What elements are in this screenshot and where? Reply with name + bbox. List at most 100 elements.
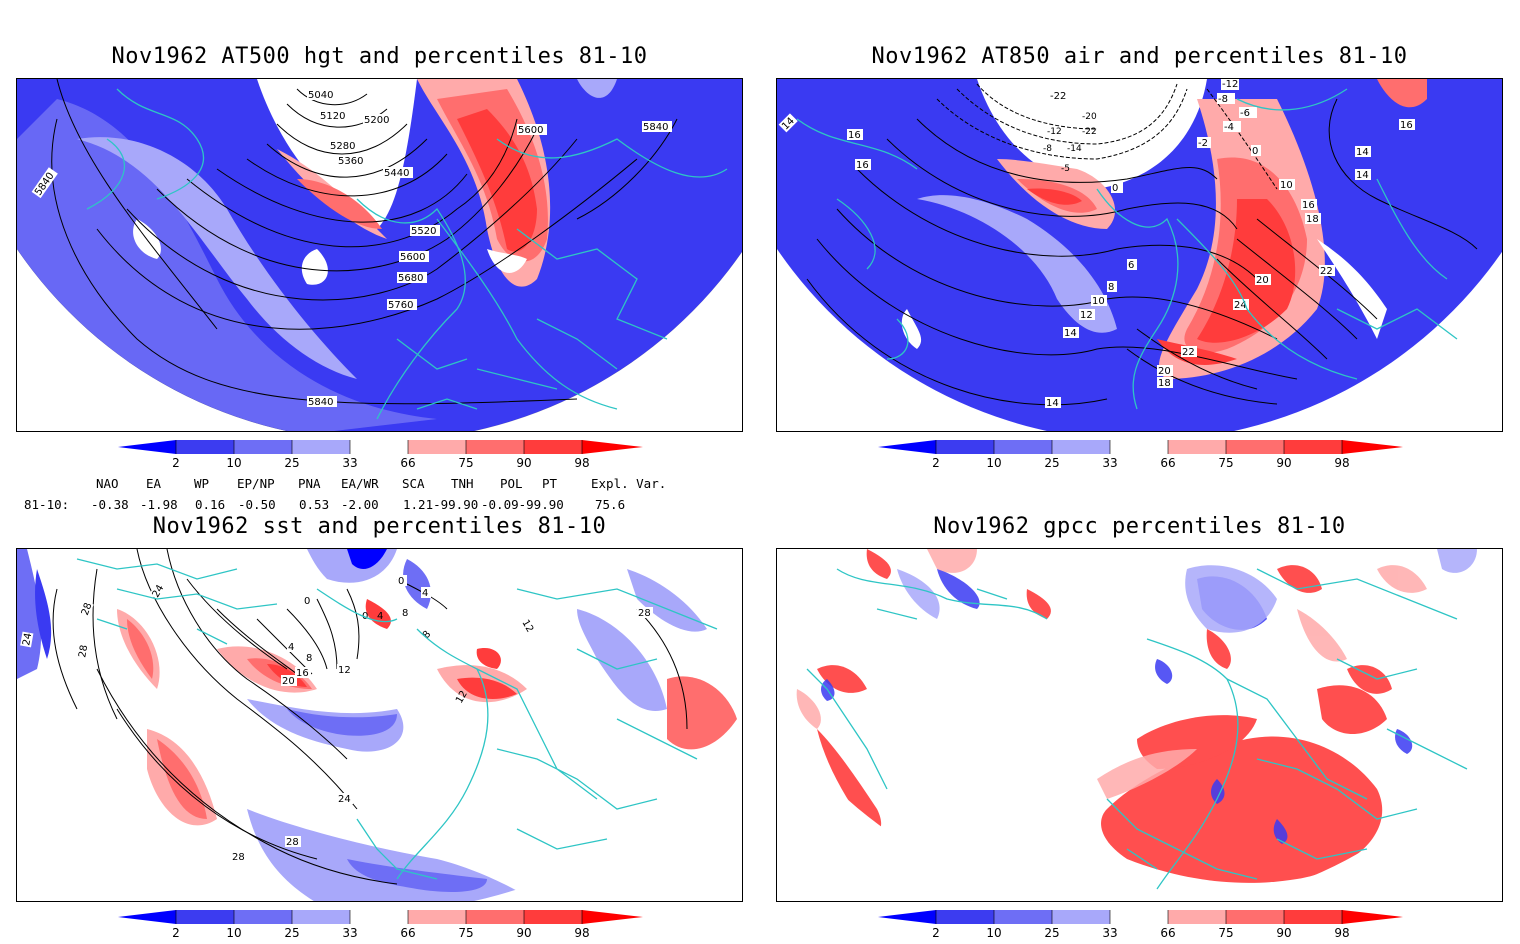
- svg-text:5840: 5840: [308, 397, 333, 408]
- svg-text:-4: -4: [1224, 122, 1234, 133]
- index-value-epnp: -0.50: [238, 497, 276, 512]
- colorbar-tick: 75: [1218, 926, 1233, 940]
- colorbar-tick: 90: [516, 926, 531, 940]
- index-header-eawr: EA/WR: [341, 476, 379, 491]
- svg-text:16: 16: [1400, 120, 1413, 131]
- colorbar-tick: 66: [400, 926, 415, 940]
- svg-text:28: 28: [638, 608, 651, 619]
- svg-text:-5: -5: [1061, 164, 1070, 174]
- colorbar-swatches: 2 10 25 33 66 75 90 98: [878, 440, 1403, 470]
- index-value-nao: -0.38: [91, 497, 129, 512]
- svg-text:16: 16: [848, 130, 861, 141]
- svg-text:6: 6: [1128, 260, 1134, 271]
- index-header-nao: NAO: [96, 476, 119, 491]
- svg-text:4: 4: [377, 611, 383, 622]
- svg-text:5760: 5760: [388, 300, 413, 311]
- svg-text:28: 28: [80, 601, 95, 617]
- svg-text:0: 0: [398, 576, 404, 587]
- svg-text:5280: 5280: [330, 141, 355, 152]
- colorbar-swatches: 2 10 25 33 66 75 90 98: [878, 910, 1403, 940]
- svg-text:5360: 5360: [338, 156, 363, 167]
- colorbar-swatches: 2 10 25 33 66 75 90 98: [118, 440, 643, 470]
- index-value-sca-tnh: 1.21-99.90: [403, 497, 479, 512]
- colorbar-tick: 98: [1334, 456, 1349, 470]
- svg-text:-8: -8: [1218, 94, 1228, 105]
- teleconnection-indices: NAO EA WP EP/NP PNA EA/WR SCA TNH POL PT…: [0, 474, 760, 514]
- colorbar-tick: 2: [932, 926, 940, 940]
- svg-text:10: 10: [1092, 296, 1105, 307]
- colorbar-tick: 33: [1102, 456, 1117, 470]
- svg-text:14: 14: [1064, 328, 1077, 339]
- colorbar-tick: 10: [986, 926, 1001, 940]
- colorbar-top-left: 2 10 25 33 66 75 90 98: [118, 440, 643, 470]
- svg-text:22: 22: [1320, 266, 1333, 277]
- svg-text:0: 0: [1112, 183, 1118, 194]
- svg-text:0: 0: [304, 596, 310, 607]
- colorbar-tick: 10: [226, 456, 241, 470]
- colorbar-tick: 33: [342, 456, 357, 470]
- svg-text:5040: 5040: [308, 90, 333, 101]
- map-panel-hgt500: 5040 5120 5200 5280 5360 5440 5520 5600 …: [16, 78, 743, 432]
- svg-text:24: 24: [338, 794, 351, 805]
- index-row-label: 81-10:: [24, 497, 70, 512]
- svg-text:-22: -22: [1050, 91, 1066, 102]
- svg-text:8: 8: [402, 608, 408, 619]
- svg-text:18: 18: [1306, 214, 1319, 225]
- svg-text:24: 24: [21, 632, 34, 646]
- colorbar-tick: 66: [400, 456, 415, 470]
- svg-text:-14: -14: [1067, 144, 1082, 154]
- colorbar-bottom-right: 2 10 25 33 66 75 90 98: [878, 910, 1403, 940]
- svg-text:5520: 5520: [411, 226, 436, 237]
- panel-title-sst: Nov1962 sst and percentiles 81-10: [152, 514, 607, 539]
- svg-text:22: 22: [1182, 347, 1195, 358]
- svg-text:28: 28: [286, 837, 299, 848]
- svg-text:-20: -20: [1082, 112, 1097, 122]
- colorbar-tick: 25: [1044, 926, 1059, 940]
- colorbar-swatches: 2 10 25 33 66 75 90 98: [118, 910, 643, 940]
- svg-text:16: 16: [856, 160, 869, 171]
- svg-text:5600: 5600: [400, 252, 425, 263]
- index-value-expl-var: 75.6: [595, 497, 626, 512]
- colorbar-tick: 25: [284, 456, 299, 470]
- colorbar-tick: 2: [172, 456, 180, 470]
- svg-text:28: 28: [77, 644, 90, 658]
- colorbar-tick: 66: [1160, 926, 1175, 940]
- svg-text:16: 16: [296, 668, 309, 679]
- colorbar-top-right: 2 10 25 33 66 75 90 98: [878, 440, 1403, 470]
- svg-text:20: 20: [282, 676, 295, 687]
- colorbar-tick: 33: [1102, 926, 1117, 940]
- svg-text:-12: -12: [1047, 127, 1062, 137]
- svg-text:5840: 5840: [643, 122, 668, 133]
- map-panel-sst: 24 28 28 24 0 4 8 12 16 20 24 28 28 0 4 …: [16, 548, 743, 902]
- index-header-sca: SCA: [402, 476, 425, 491]
- colorbar-tick: 10: [226, 926, 241, 940]
- index-header-expl-var: Expl. Var.: [591, 476, 667, 491]
- svg-text:0: 0: [1252, 146, 1258, 157]
- colorbar-tick: 90: [1276, 926, 1291, 940]
- svg-text:24: 24: [1234, 300, 1247, 311]
- svg-text:5120: 5120: [320, 111, 345, 122]
- colorbar-tick: 25: [1044, 456, 1059, 470]
- svg-text:5600: 5600: [518, 125, 543, 136]
- index-header-tnh: TNH: [451, 476, 474, 491]
- panel-title-air850: Nov1962 AT850 air and percentiles 81-10: [871, 44, 1408, 69]
- svg-text:14: 14: [1356, 147, 1369, 158]
- svg-text:14: 14: [1046, 398, 1059, 409]
- panel-title-hgt500: Nov1962 AT500 hgt and percentiles 81-10: [111, 44, 648, 69]
- svg-text:8: 8: [306, 653, 312, 664]
- colorbar-bottom-left: 2 10 25 33 66 75 90 98: [118, 910, 643, 940]
- colorbar-tick: 2: [172, 926, 180, 940]
- panel-title-gpcc: Nov1962 gpcc percentiles 81-10: [933, 514, 1346, 539]
- colorbar-tick: 90: [1276, 456, 1291, 470]
- index-header-wp: WP: [194, 476, 210, 491]
- svg-text:4: 4: [422, 588, 428, 599]
- svg-text:-12: -12: [1222, 79, 1238, 90]
- colorbar-tick: 66: [1160, 456, 1175, 470]
- colorbar-tick: 90: [516, 456, 531, 470]
- colorbar-tick: 75: [1218, 456, 1233, 470]
- svg-text:5440: 5440: [384, 168, 409, 179]
- svg-text:-8: -8: [1043, 144, 1052, 154]
- svg-text:16: 16: [1302, 200, 1315, 211]
- index-header-pna: PNA: [298, 476, 321, 491]
- map-panel-gpcc: [776, 548, 1503, 902]
